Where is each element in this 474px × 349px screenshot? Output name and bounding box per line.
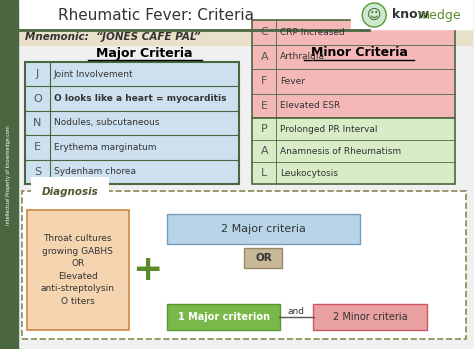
FancyBboxPatch shape [245,248,283,268]
Text: ☺: ☺ [367,8,382,22]
Text: and: and [288,307,305,317]
Text: L: L [261,168,267,178]
Text: C: C [261,27,268,37]
Bar [0,0,18,349]
Text: Minor Criteria: Minor Criteria [311,46,408,59]
Text: Major Criteria: Major Criteria [96,46,193,59]
Text: +: + [133,253,163,287]
Circle shape [362,3,386,27]
Bar [18,0,473,29]
Text: medge: medge [418,8,462,22]
FancyBboxPatch shape [313,304,427,330]
Text: Prolonged PR Interval: Prolonged PR Interval [281,125,378,134]
Text: O: O [33,94,42,104]
Text: 1 Major criterion: 1 Major criterion [178,312,270,322]
FancyBboxPatch shape [167,304,281,330]
Text: Sydenham chorea: Sydenham chorea [54,167,136,176]
Text: A: A [261,146,268,156]
Text: Throat cultures
growing GABHS
OR
Elevated
anti-streptolysin
O titers: Throat cultures growing GABHS OR Elevate… [41,234,115,306]
Text: Arthralgia: Arthralgia [281,52,326,61]
Text: Erythema marginatum: Erythema marginatum [54,143,156,152]
Bar [253,20,455,118]
Text: Nodules, subcutaneous: Nodules, subcutaneous [54,119,159,127]
Text: Leukocytosis: Leukocytosis [281,169,338,178]
Text: Intellectual Property of knowmedge.com: Intellectual Property of knowmedge.com [7,125,11,225]
Text: Anamnesis of Rheumatism: Anamnesis of Rheumatism [281,147,401,156]
Text: P: P [261,124,268,134]
Text: OR: OR [255,253,272,263]
Text: Diagnosis: Diagnosis [42,187,99,197]
Text: N: N [33,118,42,128]
Text: S: S [34,167,41,177]
Text: A: A [261,52,268,62]
Text: Mnemonic:  “JONES CAFE PAL”: Mnemonic: “JONES CAFE PAL” [25,32,201,42]
Text: CRP Increased: CRP Increased [281,28,345,37]
Text: O looks like a heart = myocarditis: O looks like a heart = myocarditis [54,94,227,103]
Bar [18,29,473,45]
Text: Joint Involvement: Joint Involvement [54,70,134,79]
Text: F: F [261,76,268,86]
Text: 2 Minor criteria: 2 Minor criteria [333,312,408,322]
Text: know: know [392,8,429,22]
Text: 2 Major criteria: 2 Major criteria [221,224,306,234]
Text: E: E [261,101,268,111]
Text: Fever: Fever [281,77,305,86]
Text: Rheumatic Fever: Criteria: Rheumatic Fever: Criteria [58,7,254,22]
Bar [25,62,239,184]
Bar [253,118,455,184]
FancyBboxPatch shape [167,214,360,244]
Text: E: E [34,142,41,153]
FancyBboxPatch shape [27,210,129,330]
Bar [22,191,466,339]
Bar [351,0,473,29]
Text: J: J [36,69,39,79]
Text: Elevated ESR: Elevated ESR [281,101,341,110]
